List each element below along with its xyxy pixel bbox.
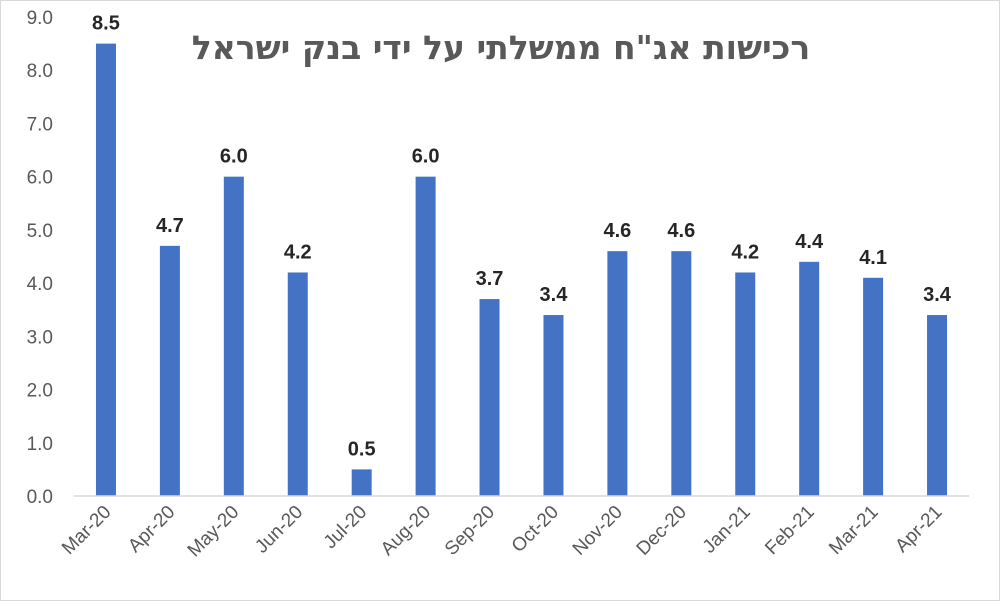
data-labels: 8.5 4.7 6.0 4.2 0.5 6.0 3.7 3.4 4.6 4.6 4.2 4.4 4.1 3… xyxy=(92,13,952,461)
bar xyxy=(223,176,244,496)
bar xyxy=(351,469,372,496)
bars xyxy=(95,43,948,496)
y-tick-label: 7.0 xyxy=(27,114,53,135)
bar xyxy=(159,245,180,496)
y-tick-label: 3.0 xyxy=(27,327,53,348)
bar-value-label: 8.5 xyxy=(92,13,120,35)
bar-value-label: 6.0 xyxy=(220,146,248,168)
x-tick-label: Mar-21 xyxy=(825,502,882,559)
x-tick-label: Dec-20 xyxy=(633,502,691,560)
x-tick-label: Mar-20 xyxy=(58,502,115,559)
x-tick-label: Aug-20 xyxy=(377,502,435,560)
bar xyxy=(95,43,116,496)
chart-title: רכישות אג"ח ממשלתי על ידי בנק ישראל xyxy=(192,28,811,67)
bar-value-label: 4.2 xyxy=(731,241,759,263)
bar-value-label: 6.0 xyxy=(412,146,440,168)
bar xyxy=(607,251,628,496)
y-tick-label: 8.0 xyxy=(27,61,53,82)
x-tick-label: Feb-21 xyxy=(761,502,818,559)
x-tick-label: Apr-20 xyxy=(124,502,179,557)
x-tick-label: May-20 xyxy=(184,502,244,562)
bar-value-label: 4.6 xyxy=(667,220,695,242)
bar xyxy=(543,315,564,496)
y-tick-label: 5.0 xyxy=(27,221,53,242)
y-tick-label: 1.0 xyxy=(27,434,53,455)
y-tick-label: 4.0 xyxy=(27,274,53,295)
x-tick-label: Jul-20 xyxy=(320,502,371,553)
bar xyxy=(479,299,500,496)
bar xyxy=(927,315,948,496)
x-tick-label: Jun-20 xyxy=(251,502,307,558)
bar xyxy=(735,272,756,496)
x-tick-label: Apr-21 xyxy=(891,502,946,557)
bar-value-label: 4.6 xyxy=(603,220,631,242)
y-tick-label: 2.0 xyxy=(27,381,53,402)
bar-value-label: 4.1 xyxy=(859,247,887,269)
x-tick-label: Oct-20 xyxy=(508,502,563,557)
bar-value-label: 4.4 xyxy=(795,231,824,253)
bar-value-label: 3.4 xyxy=(540,284,569,306)
x-tick-label: Nov-20 xyxy=(569,502,627,560)
bar xyxy=(863,277,884,496)
x-tick-label: Jan-21 xyxy=(699,502,755,558)
bar-value-label: 0.5 xyxy=(348,438,376,460)
y-axis-ticks: 0.0 1.0 2.0 3.0 4.0 5.0 6.0 7.0 8.0 9.0 xyxy=(27,8,53,508)
bar-value-label: 4.7 xyxy=(156,215,184,237)
bar-value-label: 3.4 xyxy=(923,284,952,306)
bar xyxy=(671,251,692,496)
bar-value-label: 3.7 xyxy=(476,268,504,290)
x-axis-ticks: Mar-20 Apr-20 May-20 Jun-20 Jul-20 Aug-20 Sep-… xyxy=(58,502,946,562)
y-tick-label: 9.0 xyxy=(27,8,53,29)
bar xyxy=(415,176,436,496)
y-tick-label: 0.0 xyxy=(27,487,53,508)
bar xyxy=(799,261,820,496)
y-tick-label: 6.0 xyxy=(27,168,53,189)
x-tick-label: Sep-20 xyxy=(441,502,499,560)
bar-value-label: 4.2 xyxy=(284,241,312,263)
bar xyxy=(287,272,308,496)
